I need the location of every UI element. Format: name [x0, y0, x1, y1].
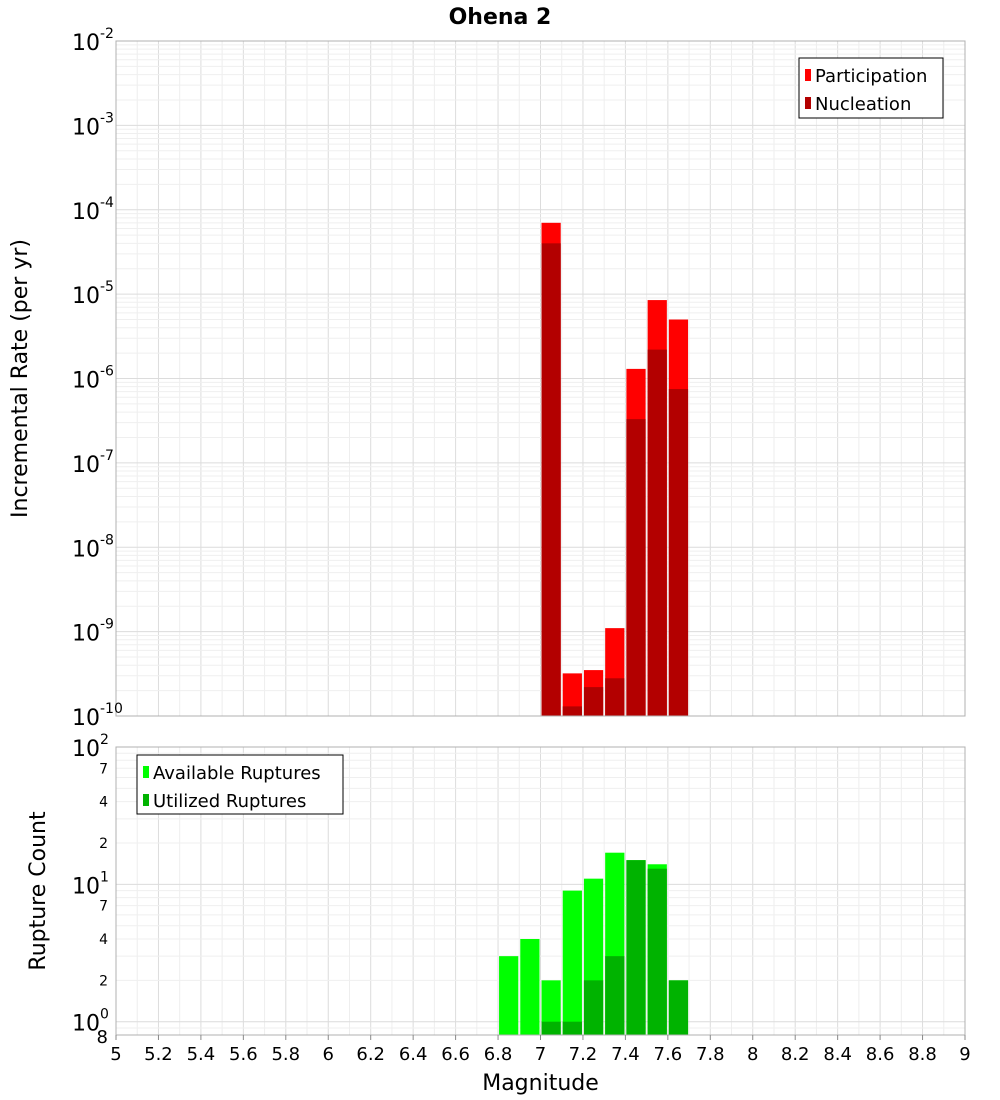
y-tick-label: 10-9	[72, 617, 114, 647]
legend-label: Nucleation	[815, 94, 911, 115]
legend-label: Utilized Ruptures	[153, 791, 306, 812]
x-tick-label: 6.8	[484, 1044, 513, 1065]
x-tick-label: 7.4	[611, 1044, 640, 1065]
top-panel-y-ticks: 10-10 10-9 10-8 10-7 10-6 10-5 10-4 10-3 10-2	[72, 26, 123, 731]
y-tick-label: 100	[72, 1007, 109, 1037]
x-tick-label: 5.2	[144, 1044, 173, 1065]
y-tick-label: 10-6	[72, 364, 114, 394]
x-tick-label: 6.2	[356, 1044, 385, 1065]
y-minor-tick-label: 7	[99, 761, 108, 777]
x-tick-label: 5.8	[271, 1044, 300, 1065]
x-axis-label: Magnitude	[482, 1071, 599, 1096]
y-tick-label: 10-5	[72, 279, 114, 309]
chart-title: Ohena 2	[449, 5, 552, 30]
legend-swatch	[143, 766, 149, 778]
rate-bar-b	[605, 678, 625, 716]
legend-swatch	[805, 69, 811, 81]
legend-box	[798, 57, 944, 119]
y-tick-label: 10-4	[72, 195, 114, 225]
legend-swatch	[805, 97, 811, 109]
count-bar-b	[647, 868, 667, 1035]
rate-bar-b	[562, 706, 582, 716]
rate-bar-b	[647, 349, 667, 716]
y-tick-label: 102	[72, 732, 109, 762]
y-minor-tick-label: 4	[99, 795, 108, 811]
y-minor-tick-label: 2	[99, 836, 108, 852]
top-panel-y-axis-label: Incremental Rate (per yr)	[8, 239, 33, 518]
y-minor-tick-label: 4	[99, 932, 108, 948]
x-tick-label: 8.4	[823, 1044, 852, 1065]
count-bar-a	[520, 939, 540, 1035]
x-tick-label: 8.8	[908, 1044, 937, 1065]
y-tick-label: 10-2	[72, 26, 114, 56]
legend-label: Available Ruptures	[153, 763, 321, 784]
x-tick-label: 5.4	[187, 1044, 216, 1065]
rate-bar-b	[626, 419, 646, 716]
x-tick-label: 8	[747, 1044, 758, 1065]
top-panel-legend: Participation Nucleation	[798, 57, 944, 119]
y-tick-label: 10-3	[72, 110, 114, 140]
x-tick-label: 8.2	[781, 1044, 810, 1065]
count-bar-b	[668, 980, 689, 1035]
x-tick-label: 6.6	[441, 1044, 470, 1065]
x-tick-label: 6.4	[399, 1044, 428, 1065]
x-tick-label: 7	[535, 1044, 546, 1065]
y-tick-label: 10-10	[72, 701, 123, 731]
x-tick-label: 7.8	[696, 1044, 725, 1065]
rate-bar-b	[668, 389, 689, 716]
x-tick-label: 8.6	[866, 1044, 895, 1065]
top-panel-frame	[115, 40, 966, 717]
bottom-panel-bars	[499, 852, 689, 1035]
bottom-panel-y-ticks: 100 101 102 8 2 4 7 2 4 7	[72, 732, 109, 1048]
y-minor-tick-label: 8	[97, 1027, 108, 1048]
y-minor-tick-label: 7	[99, 899, 108, 915]
y-minor-tick-label: 2	[99, 973, 108, 989]
count-bar-b	[541, 1021, 561, 1035]
x-axis-ticks: 5 5.2 5.4 5.6 5.8 6 6.2 6.4 6.6 6.8 7 7.2 7.4 7.6 7.8 8…	[110, 1035, 971, 1065]
legend-box	[136, 754, 344, 815]
count-bar-b	[583, 980, 604, 1035]
bottom-panel-y-axis-label: Rupture Count	[26, 811, 51, 971]
top-panel-grid	[115, 40, 966, 717]
x-tick-label: 7.2	[569, 1044, 598, 1065]
x-tick-label: 5	[110, 1044, 121, 1065]
x-tick-label: 7.6	[654, 1044, 683, 1065]
x-tick-label: 9	[959, 1044, 970, 1065]
rate-bar-a	[562, 673, 582, 716]
x-tick-label: 6	[323, 1044, 334, 1065]
count-bar-b	[626, 860, 646, 1035]
legend-swatch	[143, 794, 149, 806]
count-bar-b	[562, 1021, 582, 1035]
count-bar-a	[541, 980, 561, 1035]
bottom-panel-legend: Available Ruptures Utilized Ruptures	[136, 754, 344, 815]
top-panel-bars	[541, 222, 689, 717]
legend-label: Participation	[815, 66, 927, 87]
count-bar-a	[499, 956, 519, 1035]
y-tick-label: 10-7	[72, 448, 114, 478]
y-tick-label: 101	[72, 869, 109, 899]
count-bar-a	[562, 890, 582, 1035]
rate-bar-b	[583, 687, 604, 716]
count-bar-b	[605, 956, 625, 1035]
x-tick-label: 5.6	[229, 1044, 258, 1065]
rate-bar-b	[541, 243, 561, 717]
y-tick-label: 10-8	[72, 532, 114, 562]
